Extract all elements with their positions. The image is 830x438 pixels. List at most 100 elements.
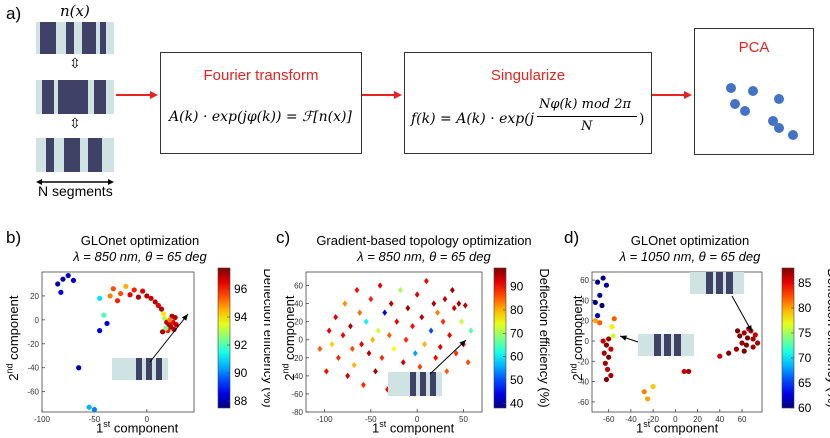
panel-d-point [750,336,756,342]
panel-c-cbar-tick: 40 [510,396,524,410]
panel-b-cbar-label: Deflection efficiency (%) [261,268,270,407]
panel-c-xtick: -50 [365,415,377,424]
panel-d-point [609,324,615,330]
panel-c-ytick: -20 [291,354,303,363]
panel-c-point [333,313,339,321]
panel-b-cbar-tick: 90 [234,366,248,380]
panel-c-point [388,300,394,307]
panel-b-point [158,306,165,312]
panel-b-point [118,290,124,297]
panel-b-ytick: -20 [27,340,39,349]
panel-d-point [739,340,745,346]
panel-b-point [97,328,103,334]
panel-c-point [348,322,353,330]
panel-d-xtick: -20 [647,415,659,424]
pca-box: PCA [694,28,814,155]
panel-d-xtick: 40 [715,415,724,424]
panel-c-point [456,300,462,307]
singularize-title: Singularize [490,67,566,84]
panel-d-point [750,344,756,350]
panel-d-ytick: 40 [580,296,589,305]
panel-d-point [600,275,606,281]
panel-d-point [734,328,741,334]
panel-d-ytick: 0 [585,337,590,346]
panel-c-inset-image [388,372,442,396]
panel-d-point [733,346,740,352]
panel-c-point [368,295,374,303]
panel-b-xlabel: 1st component [96,419,179,436]
panel-c-point [403,336,409,343]
panel-b-inset-image [112,358,168,380]
panel-d-point [754,340,761,346]
panel-d-title-1: GLOnet optimization [630,233,750,248]
panel-a-label: a) [6,4,22,23]
panel-d-title-2: λ = 1050 nm, θ = 65 deg [619,249,761,264]
panel-d-ytick: 60 [580,276,589,285]
panel-b-point [110,286,116,292]
panel-d-cbar-tick: 60 [798,401,812,415]
panel-d-point [608,372,614,379]
panel-c-cbar-tick: 50 [510,373,524,387]
panel-b-point [123,283,129,289]
panel-c-point [437,343,443,351]
panel-b-point [135,294,142,300]
arrow-updown-1: ⇳ [69,55,81,71]
panel-b-cbar-tick: 96 [234,282,248,296]
panel-b-title-1: GLOnet optimization [80,233,200,248]
panel-d-inset-image-right [690,272,744,294]
panel-c-point [462,302,468,309]
panel-d-ylabel: 2nd component [568,295,585,381]
panel-c-point [370,336,376,343]
panel-d-cbar-tick: 80 [798,301,812,315]
panel-c-xtick: -100 [317,415,334,424]
panel-b-label: b) [6,228,22,247]
panel-c-point [447,332,452,339]
panel-c-title-2: λ = 850 nm, θ = 65 deg [357,249,491,264]
panel-c-point [442,295,448,303]
panel-c-cbar-tick: 70 [510,326,524,340]
panel-c-point [366,350,372,357]
panel-b-cbar-tick: 92 [234,338,248,352]
panel-c-ytick: -80 [291,408,303,417]
panel-c-point [419,313,425,321]
stripe-stack: ⇳ ⇳ [36,22,114,185]
panel-c-point [428,327,434,334]
panel-b-point [97,295,103,301]
panel-d-point [601,350,607,356]
panel-d-point [597,292,603,298]
pca-dots [726,83,798,140]
panel-d-point [594,279,601,285]
pca-title: PCA [738,39,770,56]
panel-c-arrow [429,339,467,375]
panel-b-point [152,299,158,305]
segments-label: N segments [38,183,113,199]
panel-b-point [104,320,110,327]
panel-b-point [60,276,66,282]
panel-d-cbar-tick: 85 [798,276,812,290]
panel-c-point [435,309,440,316]
panel-b-xtick: 0 [145,415,150,424]
panel-c-point [433,354,439,362]
panel-c-xtick: 50 [459,415,468,424]
panel-c-point [410,322,415,330]
panel-c-ylabel: 2nd component [280,295,297,381]
panel-d-ytick: -60 [577,398,589,407]
panel-d-point [600,338,606,344]
panel-c-cbar-tick: 80 [510,303,524,317]
panel-c-ytick: 20 [294,318,303,327]
panel-d-point [592,318,598,324]
panel-d-point [686,368,692,375]
panel-d-arrow-1 [731,295,753,333]
panel-c-plot: -100 -50 0 50 -80 -60 -40 -20 0 20 40 60 40 50 60 70 80 9… [291,267,552,424]
panel-b-title-2: λ = 850 nm, θ = 65 deg [73,249,207,264]
panel-c-point [391,345,397,352]
panel-b-point [127,292,133,298]
panel-c-point [412,350,418,357]
panel-b-point [167,317,173,323]
panel-b-point [140,288,146,294]
panel-d-cbar-tick: 75 [798,326,812,340]
panel-c-point [363,318,369,325]
panel-c-point [451,304,457,312]
panel-d-xtick: -60 [603,415,615,424]
panel-b-point [172,314,178,321]
